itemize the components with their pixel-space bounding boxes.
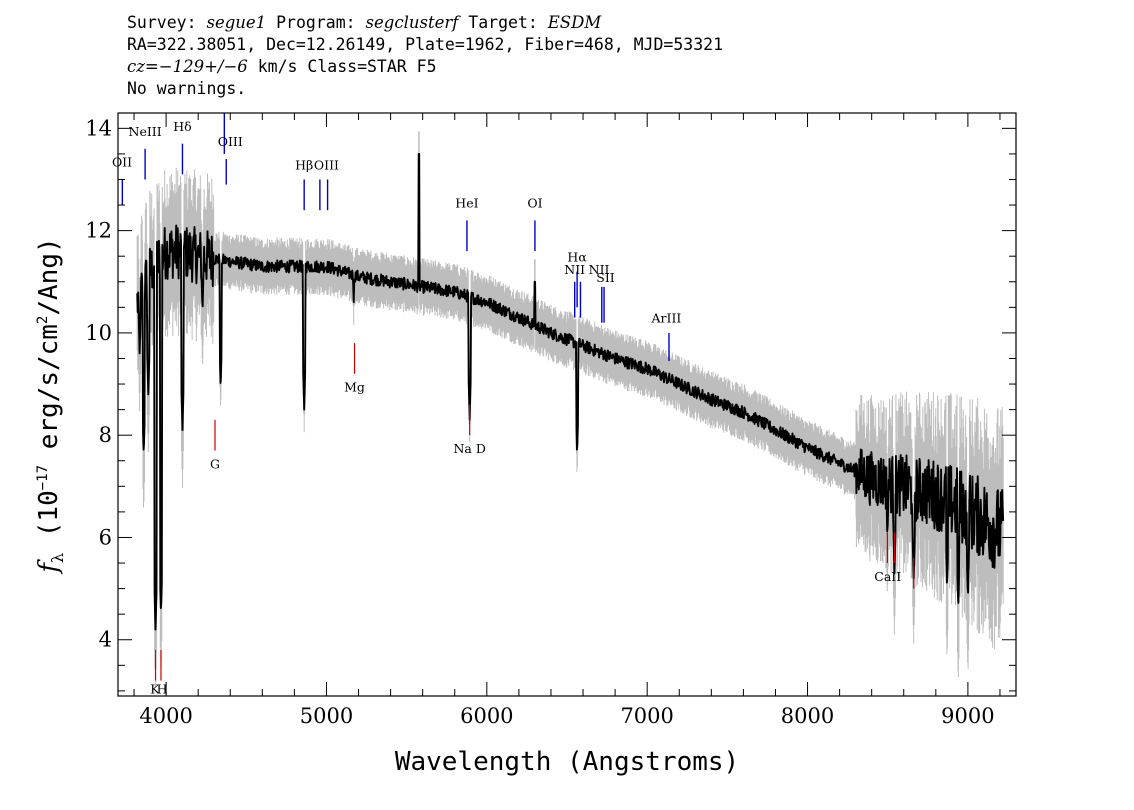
line-markers <box>121 113 915 681</box>
x-tick-label: 8000 <box>781 704 834 728</box>
y-axis-title: fλ (10−17 erg/s/cm2/Ang) <box>34 237 67 574</box>
y-title-unit2: erg/s/cm <box>34 324 64 465</box>
spectrum-header: Survey: segue1 Program: segclusterf Targ… <box>127 12 723 100</box>
emission-line-label: NII <box>589 262 610 277</box>
x-tick-label: 9000 <box>941 704 994 728</box>
absorption-line-label: Na D <box>453 441 485 456</box>
header-line-coordinates: RA=322.38051, Dec=12.26149, Plate=1962, … <box>127 35 724 54</box>
emission-line-label: SII <box>596 270 615 285</box>
axis-ticks: 4000 5000 6000 7000 8000 9000 4 6 8 10 12 14 <box>85 113 1016 728</box>
emission-line-label: HeI <box>455 196 478 211</box>
absorption-line-label: CaII <box>874 569 901 584</box>
y-title-exp2: 2 <box>35 316 51 324</box>
plot-frame <box>117 112 1017 697</box>
x-axis-title: Wavelength (Angstroms) <box>395 747 739 777</box>
absorption-line-label: H <box>157 681 168 696</box>
x-tick-label: 6000 <box>460 704 513 728</box>
y-tick-label: 6 <box>99 525 112 549</box>
emission-line-label: Hδ <box>173 119 191 134</box>
y-tick-label: 10 <box>85 321 112 345</box>
y-title-unit1: (10 <box>34 490 64 553</box>
y-title-exp1: −17 <box>35 465 51 490</box>
emission-line-label: OII <box>112 155 132 170</box>
y-tick-label: 12 <box>85 219 112 243</box>
absorption-line-label: Mg <box>344 380 365 395</box>
emission-line-label: NII <box>564 262 585 277</box>
absorption-line-label: K <box>150 681 160 696</box>
y-tick-label: 8 <box>99 423 112 447</box>
y-title-sub: λ <box>48 553 67 563</box>
emission-line-label: ArIII <box>651 311 682 326</box>
error-band <box>136 131 1004 688</box>
y-tick-label: 4 <box>99 628 112 652</box>
header-line-survey: Survey: segue1 Program: segclusterf Targ… <box>127 13 602 32</box>
x-tick-label: 4000 <box>139 704 192 728</box>
emission-line-label: OIII <box>314 157 339 172</box>
spectrum-line <box>136 152 1005 631</box>
y-title-unit3: /Ang) <box>34 237 64 315</box>
y-tick-label: 14 <box>85 116 112 140</box>
header-line-redshift: cz=−129+/−6 km/s Class=STAR F5 <box>127 57 437 76</box>
cz-value: −129+/−6 <box>158 57 248 76</box>
program-value: segclusterf <box>365 13 459 32</box>
x-tick-label: 5000 <box>300 704 353 728</box>
x-tick-label: 7000 <box>620 704 673 728</box>
emission-line-label: OIII <box>218 134 243 149</box>
emission-line-label: NeIII <box>129 124 162 139</box>
plot-area <box>121 113 1005 688</box>
emission-line-label: Hα <box>567 249 587 264</box>
target-value: ESDM <box>547 13 602 32</box>
absorption-line-label: G <box>210 456 220 471</box>
emission-line-label: OI <box>527 196 542 211</box>
survey-value: segue1 <box>206 13 267 32</box>
header-line-warnings: No warnings. <box>127 79 247 98</box>
emission-line-label: Hβ <box>295 157 313 172</box>
